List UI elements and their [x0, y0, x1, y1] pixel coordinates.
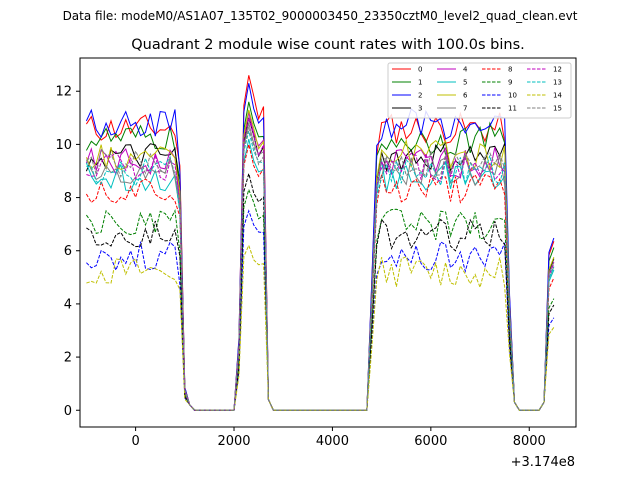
legend-label-8: 8	[508, 66, 512, 74]
x-tick-label: 4000	[316, 434, 349, 449]
y-tick-label: 6	[64, 244, 72, 259]
x-axis: 0 2000 4000 6000 8000	[131, 427, 546, 449]
series-line-6	[85, 109, 555, 411]
series-line-4	[85, 112, 555, 411]
series-line-15	[86, 126, 555, 411]
legend-label-9: 9	[508, 79, 512, 87]
x-offset-label: +3.174e8	[511, 455, 575, 470]
series-line-10	[86, 209, 555, 411]
series-line-2	[85, 83, 555, 411]
y-tick-label: 10	[55, 138, 72, 153]
legend-label-12: 12	[553, 66, 562, 74]
legend-label-11: 11	[508, 105, 517, 113]
axes-frame	[79, 57, 577, 428]
y-axis: 0 2 4 6 8 10 12	[55, 85, 80, 419]
legend-label-5: 5	[463, 79, 467, 87]
series-line-0	[85, 75, 555, 411]
legend-label-2: 2	[418, 92, 422, 100]
legend-label-15: 15	[553, 105, 562, 113]
legend-label-1: 1	[418, 79, 422, 87]
legend-label-7: 7	[463, 105, 467, 113]
y-tick-label: 0	[64, 404, 72, 419]
series-line-8	[85, 144, 555, 411]
legend-label-14: 14	[553, 92, 562, 100]
y-tick-label: 8	[64, 191, 72, 206]
legend-label-13: 13	[553, 79, 562, 87]
y-tick-label: 4	[64, 297, 72, 312]
series-line-11	[86, 171, 555, 411]
x-tick-label: 2000	[217, 434, 250, 449]
series-line-9	[85, 188, 555, 411]
data-file-caption: Data file: modeM0/AS1A07_135T02_90000034…	[63, 9, 578, 23]
legend-label-0: 0	[418, 66, 422, 74]
legend-label-10: 10	[508, 92, 517, 100]
x-tick-label: 8000	[513, 434, 546, 449]
series-line-7	[85, 123, 555, 411]
y-tick-label: 2	[64, 351, 72, 366]
legend-label-3: 3	[418, 105, 422, 113]
legend-frame	[387, 62, 572, 119]
legend-label-4: 4	[463, 66, 468, 74]
x-tick-label: 0	[131, 434, 139, 449]
legend-label-6: 6	[463, 92, 468, 100]
series-line-14	[86, 244, 555, 411]
x-tick-label: 6000	[414, 434, 447, 449]
chart-title: Quadrant 2 module wise count rates with …	[131, 37, 525, 53]
series-layer	[85, 75, 555, 411]
plot-area	[79, 57, 577, 428]
y-tick-label: 12	[55, 85, 72, 100]
